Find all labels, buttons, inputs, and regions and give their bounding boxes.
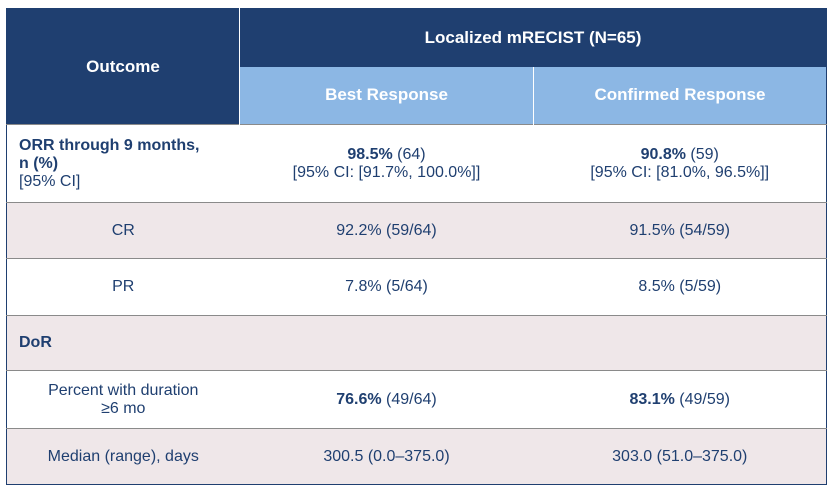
median-row: Median (range), days 300.5 (0.0–375.0) 3… <box>6 428 827 485</box>
median-conf: 303.0 (51.0–375.0) <box>533 428 827 485</box>
pct6-conf-n: (49/59) <box>674 390 730 408</box>
orr-conf-n: (59) <box>685 145 719 163</box>
pct6-label-line2: ≥6 mo <box>101 399 146 417</box>
results-table-wrapper: Outcome Localized mRECIST (N=65) Best Re… <box>6 8 827 486</box>
pct6-row: Percent with duration ≥6 mo 76.6% (49/64… <box>6 370 827 429</box>
cr-row: CR 92.2% (59/64) 91.5% (54/59) <box>6 202 827 259</box>
orr-best-pct: 98.5% <box>347 145 393 163</box>
orr-label: ORR through 9 months, n (%) [95% CI] <box>6 124 240 203</box>
pct6-best: 76.6% (49/64) <box>239 370 534 429</box>
orr-conf-ci: [95% CI: [81.0%, 96.5%]] <box>590 163 770 181</box>
best-response-header: Best Response <box>239 66 534 125</box>
dor-row: DoR <box>6 315 827 371</box>
pr-best: 7.8% (5/64) <box>239 258 534 316</box>
header-row-1: Outcome Localized mRECIST (N=65) <box>6 8 827 125</box>
orr-best-n: (64) <box>392 145 426 163</box>
pr-label: PR <box>6 258 240 316</box>
pct6-conf: 83.1% (49/59) <box>533 370 827 429</box>
pr-conf: 8.5% (5/59) <box>533 258 827 316</box>
median-best: 300.5 (0.0–375.0) <box>239 428 534 485</box>
pct6-label-line1: Percent with duration <box>48 381 199 399</box>
dor-conf-empty <box>533 315 827 371</box>
cr-label: CR <box>6 202 240 259</box>
outcome-header: Outcome <box>6 8 240 125</box>
orr-row: ORR through 9 months, n (%) [95% CI] 98.… <box>6 124 827 203</box>
orr-best-cell: 98.5% (64) [95% CI: [91.7%, 100.0%]] <box>239 124 534 203</box>
pct6-label: Percent with duration ≥6 mo <box>6 370 240 429</box>
confirmed-response-header: Confirmed Response <box>533 66 827 125</box>
pct6-conf-pct: 83.1% <box>629 390 675 408</box>
orr-label-line3: [95% CI] <box>19 172 81 190</box>
dor-best-empty <box>239 315 534 371</box>
orr-label-line1: ORR through 9 months, <box>19 136 200 154</box>
group-header: Localized mRECIST (N=65) <box>239 8 827 67</box>
pct6-best-pct: 76.6% <box>336 390 382 408</box>
pct6-best-n: (49/64) <box>381 390 437 408</box>
results-table: Outcome Localized mRECIST (N=65) Best Re… <box>6 8 827 485</box>
orr-conf-cell: 90.8% (59) [95% CI: [81.0%, 96.5%]] <box>533 124 827 203</box>
orr-label-line2: n (%) <box>19 154 59 172</box>
median-label: Median (range), days <box>6 428 240 485</box>
cr-conf: 91.5% (54/59) <box>533 202 827 259</box>
orr-best-ci: [95% CI: [91.7%, 100.0%]] <box>292 163 481 181</box>
orr-conf-pct: 90.8% <box>640 145 686 163</box>
pr-row: PR 7.8% (5/64) 8.5% (5/59) <box>6 258 827 316</box>
header-row-2: Best Response Confirmed Response <box>7 66 827 125</box>
cr-best: 92.2% (59/64) <box>239 202 534 259</box>
dor-label: DoR <box>6 315 240 371</box>
